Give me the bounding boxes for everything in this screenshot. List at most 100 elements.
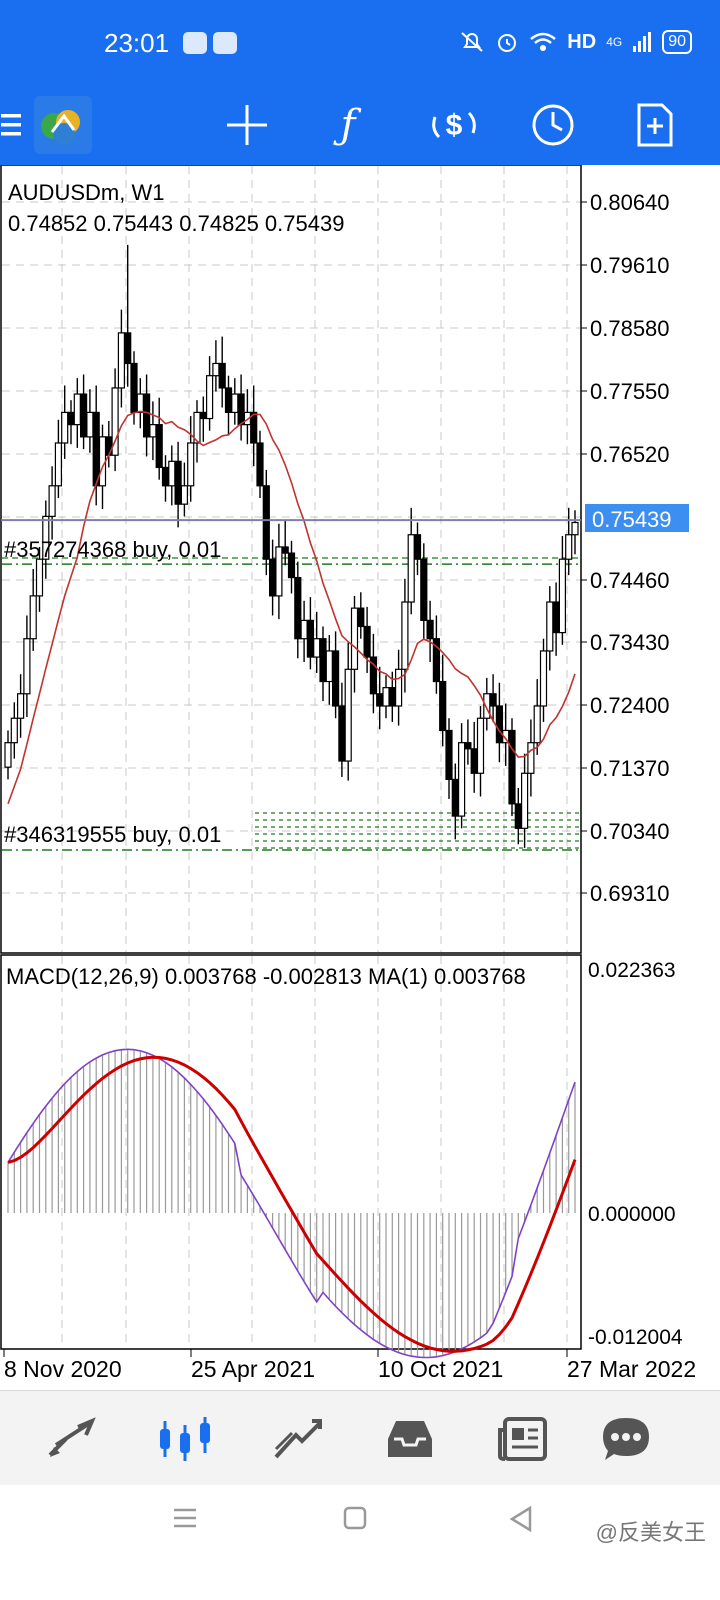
macd-label: MACD(12,26,9) 0.003768 -0.002813 MA(1) 0… (6, 964, 526, 989)
candle-body (565, 534, 573, 560)
home-icon[interactable] (342, 1505, 368, 1536)
candle-body (237, 393, 245, 426)
system-navigation: @反美女王 (0, 1485, 720, 1600)
trade-icon[interactable] (248, 1391, 348, 1486)
time-axis: 8 Nov 2020 25 Apr 2021 10 Oct 2021 27 Mar 2… (3, 1349, 696, 1382)
time-tick-label: 10 Oct 2021 (378, 1356, 503, 1382)
back-icon[interactable] (508, 1505, 534, 1538)
chart-canvas[interactable]: AUDUSDm, W1 0.74852 0.75443 0.74825 0.75… (0, 164, 720, 1390)
candle-body (344, 668, 352, 762)
symbol-label: AUDUSDm, W1 (8, 180, 164, 205)
candle-body (552, 601, 560, 634)
price-tick-label: 0.73430 (590, 630, 670, 655)
history-icon[interactable] (360, 1391, 460, 1486)
candle-body (130, 362, 138, 414)
price-tick-label: 0.70340 (590, 819, 670, 844)
price-tick-label: 0.77550 (590, 379, 670, 404)
time-tick-label: 25 Apr 2021 (191, 1356, 315, 1382)
boss-app-icon (213, 32, 237, 54)
recent-apps-icon[interactable] (172, 1505, 198, 1536)
candle-body (514, 803, 522, 829)
candle-body (464, 742, 472, 750)
candle-body (136, 393, 144, 414)
indicators-icon[interactable]: ƒ (340, 102, 356, 148)
candle-body (117, 332, 126, 389)
candle-body (193, 411, 201, 444)
candle-body (86, 411, 94, 438)
candle-body (476, 717, 485, 774)
candle-body (369, 656, 377, 695)
price-tick-label: 0.76520 (590, 442, 670, 467)
macd-frame (0, 954, 582, 1350)
candle-body (124, 332, 132, 365)
candle-body (155, 424, 163, 469)
candle-body (231, 393, 239, 414)
candle-body (432, 638, 440, 683)
macd-tick-label: -0.012004 (588, 1326, 683, 1349)
candle-body (426, 619, 434, 640)
current-price-badge (585, 504, 689, 532)
candle-body (287, 552, 296, 579)
top-toolbar: ƒ $ (0, 85, 720, 165)
time-tick-label: 27 Mar 2022 (567, 1356, 696, 1382)
candle-body (168, 460, 176, 487)
candle-body (325, 650, 333, 683)
candle-body (61, 411, 69, 444)
candle-body (180, 485, 188, 505)
candles (4, 244, 579, 848)
candle-body (458, 742, 466, 817)
order-label-1[interactable]: #357274368 buy, 0.01 (4, 537, 221, 562)
signal-label: 4G (606, 35, 623, 49)
news-icon[interactable] (473, 1391, 573, 1486)
candle-body (212, 362, 220, 377)
candle-body (332, 650, 340, 707)
chart-icon[interactable] (135, 1391, 235, 1486)
price-tick-label: 0.79610 (590, 253, 670, 278)
order-label-2[interactable]: #346319555 buy, 0.01 (4, 822, 221, 847)
macd-signal-line (7, 1055, 577, 1353)
moving-average-line (7, 410, 576, 805)
candle-body (571, 521, 579, 536)
chart-area[interactable]: AUDUSDm, W1 0.74852 0.75443 0.74825 0.75… (0, 164, 720, 1390)
price-tick-label: 0.71370 (590, 756, 670, 781)
bottom-navigation (0, 1390, 720, 1486)
new-order-icon[interactable] (630, 85, 680, 165)
messages-icon[interactable] (576, 1391, 676, 1486)
candle-body (105, 436, 113, 456)
candle-body (218, 362, 226, 389)
candle-body (206, 375, 214, 420)
candle-body (413, 534, 422, 560)
price-tick-label: 0.80640 (590, 190, 670, 215)
candle-body (508, 729, 516, 805)
candle-body (199, 411, 207, 420)
trade-icon[interactable]: $ (424, 85, 484, 165)
candle-body (407, 534, 415, 603)
watermark-text: @反美女王 (595, 1520, 706, 1545)
candle-body (376, 693, 384, 707)
price-tick-label: 0.69310 (590, 881, 670, 906)
crosshair-icon[interactable] (222, 85, 272, 165)
price-tick-label: 0.74460 (590, 568, 670, 593)
current-price-text: 0.75439 (592, 507, 672, 532)
clock: 23:01 (104, 28, 170, 58)
candle-body (489, 693, 497, 707)
timeframe-icon[interactable] (528, 85, 578, 165)
candle-body (269, 558, 277, 597)
candle-body (48, 485, 56, 517)
candle-body (29, 595, 37, 640)
candle-body (250, 411, 258, 444)
wechat-icon (183, 32, 207, 54)
candle-body (533, 705, 541, 744)
candle-body (187, 442, 195, 487)
candle-body (395, 668, 403, 707)
svg-text:$: $ (446, 109, 463, 142)
app-logo-icon[interactable] (32, 85, 94, 165)
macd-axis: 0.022363 0.000000 -0.012004 (588, 959, 683, 1349)
quotes-icon[interactable] (22, 1391, 122, 1486)
candle-body (401, 601, 409, 670)
menu-icon[interactable] (0, 85, 24, 165)
candle-body (149, 424, 157, 438)
candle-body (357, 607, 365, 628)
candle-body (161, 466, 170, 487)
candle-body (306, 619, 314, 658)
